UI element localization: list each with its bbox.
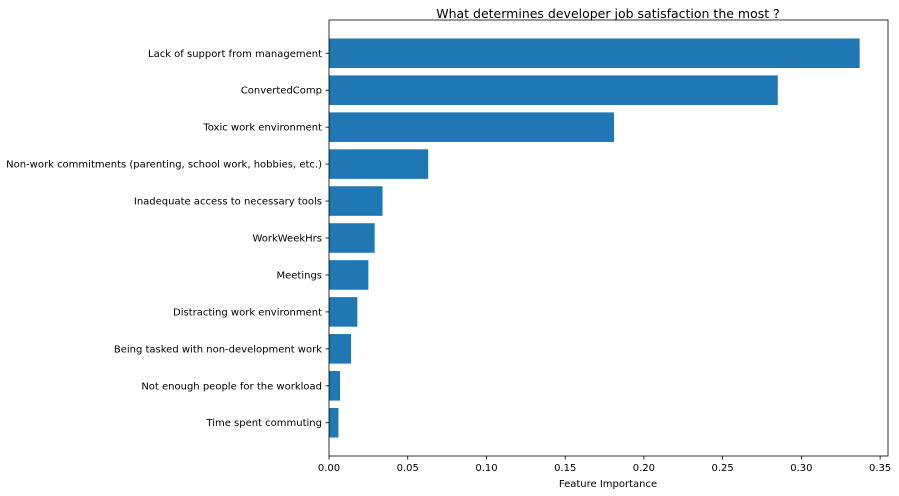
x-tick-label: 0.05 [397, 463, 419, 474]
y-tick-labels: Lack of support from management Converted… [6, 49, 329, 429]
x-tick-label: 0.25 [712, 463, 734, 474]
chart-title: What determines developer job satisfacti… [436, 6, 780, 21]
y-tick-label: Toxic work environment [202, 123, 322, 134]
bar [329, 75, 778, 105]
y-tick-label: Time spent commuting [205, 418, 322, 429]
bar [329, 38, 860, 69]
x-tick-label: 0.10 [475, 463, 497, 474]
x-tick-label: 0.00 [318, 463, 340, 474]
y-tick-label: Being tasked with non-development work [114, 344, 322, 355]
bar [329, 223, 375, 253]
x-axis-label: Feature Importance [559, 479, 657, 490]
bar [329, 371, 341, 401]
bar [329, 112, 615, 142]
y-tick-label: ConvertedComp [241, 86, 322, 97]
bar [329, 334, 352, 364]
x-tick-label: 0.30 [790, 463, 812, 474]
bar [329, 186, 383, 216]
bar [329, 407, 339, 438]
y-tick-label: Meetings [276, 270, 322, 281]
y-tick-label: WorkWeekHrs [252, 234, 322, 245]
bar [329, 149, 429, 179]
x-tick-label: 0.15 [554, 463, 576, 474]
y-tick-label: Distracting work environment [173, 307, 322, 318]
x-tick-labels: 0.00 0.05 0.10 0.15 0.20 0.25 0.30 0.35 [318, 456, 891, 474]
x-tick-label: 0.35 [869, 463, 891, 474]
y-tick-label: Not enough people for the workload [141, 381, 322, 392]
y-tick-label: Non-work commitments (parenting, school … [6, 160, 322, 171]
y-tick-label: Lack of support from management [148, 49, 322, 60]
bar [329, 260, 369, 290]
x-tick-label: 0.20 [633, 463, 655, 474]
bar [329, 297, 358, 327]
y-tick-label: Inadequate access to necessary tools [134, 197, 322, 208]
plot-area-frame [328, 19, 889, 457]
bars-group [329, 38, 860, 438]
